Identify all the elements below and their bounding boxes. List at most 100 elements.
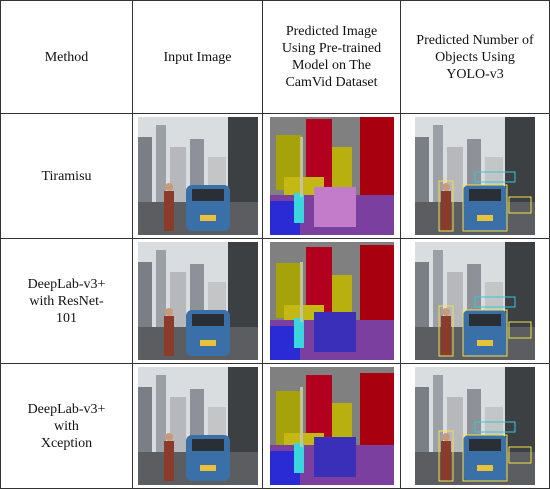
car-window xyxy=(469,189,501,201)
table-row: DeepLab-v3+ with ResNet-101 xyxy=(0,238,550,364)
bounding-box xyxy=(438,430,454,482)
building xyxy=(227,242,258,337)
head xyxy=(442,308,450,316)
building-class xyxy=(331,147,352,192)
person xyxy=(163,441,174,481)
car-window xyxy=(469,314,501,326)
building xyxy=(137,387,152,457)
head xyxy=(442,183,450,191)
car-class xyxy=(313,187,356,227)
car-window xyxy=(191,314,224,326)
person xyxy=(163,191,174,231)
plate xyxy=(199,465,216,471)
person xyxy=(441,191,451,231)
bounding-box xyxy=(438,305,454,357)
input-image xyxy=(137,117,258,235)
building xyxy=(433,250,443,330)
image-cell xyxy=(262,113,401,239)
building xyxy=(415,137,429,207)
plate xyxy=(477,465,493,471)
segmentation-image xyxy=(269,242,394,360)
image-cell xyxy=(132,238,263,364)
bounding-box xyxy=(508,321,532,339)
building xyxy=(155,125,166,205)
detection-image xyxy=(415,117,535,235)
building xyxy=(433,125,443,205)
bounding-box xyxy=(462,434,508,482)
table-row: Tiramisu xyxy=(0,113,550,239)
building xyxy=(415,387,429,457)
car-class xyxy=(313,312,356,352)
car-window xyxy=(469,439,501,451)
building xyxy=(505,117,535,212)
input-image xyxy=(137,367,258,485)
method-cell: Tiramisu xyxy=(0,113,133,239)
building xyxy=(505,367,535,462)
building xyxy=(137,137,152,207)
segmentation-image xyxy=(269,367,394,485)
building xyxy=(137,262,152,332)
bounding-box xyxy=(462,184,508,232)
plate xyxy=(477,340,493,346)
head xyxy=(164,433,173,441)
building xyxy=(155,250,166,330)
image-cell xyxy=(262,363,401,489)
table-row: DeepLab-v3+ with Xception xyxy=(0,363,550,489)
plate xyxy=(477,215,493,221)
building-class xyxy=(359,373,394,453)
car-window xyxy=(191,189,224,201)
header-cell: Predicted Image Using Pre-trained Model … xyxy=(262,0,401,114)
building xyxy=(227,117,258,212)
head xyxy=(164,183,173,191)
building-class xyxy=(331,275,352,320)
building xyxy=(227,367,258,462)
plate xyxy=(199,340,216,346)
person xyxy=(441,441,451,481)
detection-image xyxy=(415,242,535,360)
head xyxy=(164,308,173,316)
pole-class xyxy=(299,137,303,197)
car-class xyxy=(313,437,356,477)
header-cell: Predicted Number of Objects Using YOLO-v… xyxy=(400,0,550,114)
bounding-box xyxy=(474,171,516,183)
pole-class xyxy=(299,262,303,322)
header-row: Method Input Image Predicted Image Using… xyxy=(0,0,550,114)
building xyxy=(433,375,443,455)
detection-image xyxy=(415,367,535,485)
plate xyxy=(199,215,216,221)
building-class xyxy=(359,245,394,325)
bounding-box xyxy=(508,446,532,464)
segmentation-image xyxy=(269,117,394,235)
bounding-box xyxy=(462,309,508,357)
building-class xyxy=(331,403,352,448)
building xyxy=(415,262,429,332)
pedestrian-class xyxy=(293,193,304,223)
person xyxy=(441,316,451,356)
input-image xyxy=(137,242,258,360)
pedestrian-class xyxy=(293,443,304,473)
image-cell xyxy=(132,363,263,489)
image-cell xyxy=(262,238,401,364)
bounding-box xyxy=(474,296,516,308)
head xyxy=(442,433,450,441)
method-cell: DeepLab-v3+ with ResNet-101 xyxy=(0,238,133,364)
building xyxy=(155,375,166,455)
pedestrian-class xyxy=(293,318,304,348)
person xyxy=(163,316,174,356)
image-cell xyxy=(400,113,550,239)
image-cell xyxy=(400,363,550,489)
bounding-box xyxy=(474,421,516,433)
header-cell: Method xyxy=(0,0,133,114)
building xyxy=(505,242,535,337)
bounding-box xyxy=(438,180,454,232)
building-class xyxy=(359,117,394,197)
pole-class xyxy=(299,387,303,447)
method-cell: DeepLab-v3+ with Xception xyxy=(0,363,133,489)
header-cell: Input Image xyxy=(132,0,263,114)
image-cell xyxy=(400,238,550,364)
bounding-box xyxy=(508,196,532,214)
car-window xyxy=(191,439,224,451)
image-cell xyxy=(132,113,263,239)
